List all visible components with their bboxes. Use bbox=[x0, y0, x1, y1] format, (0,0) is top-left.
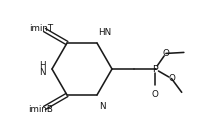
Text: iminB: iminB bbox=[29, 106, 53, 115]
Text: N: N bbox=[99, 102, 105, 111]
Text: P: P bbox=[152, 64, 158, 74]
Text: O: O bbox=[168, 74, 175, 83]
Text: H: H bbox=[39, 61, 46, 70]
Text: iminT: iminT bbox=[29, 23, 53, 33]
Text: O: O bbox=[152, 90, 159, 99]
Text: N: N bbox=[40, 68, 46, 77]
Text: HN: HN bbox=[98, 28, 111, 37]
Text: O: O bbox=[162, 49, 169, 58]
